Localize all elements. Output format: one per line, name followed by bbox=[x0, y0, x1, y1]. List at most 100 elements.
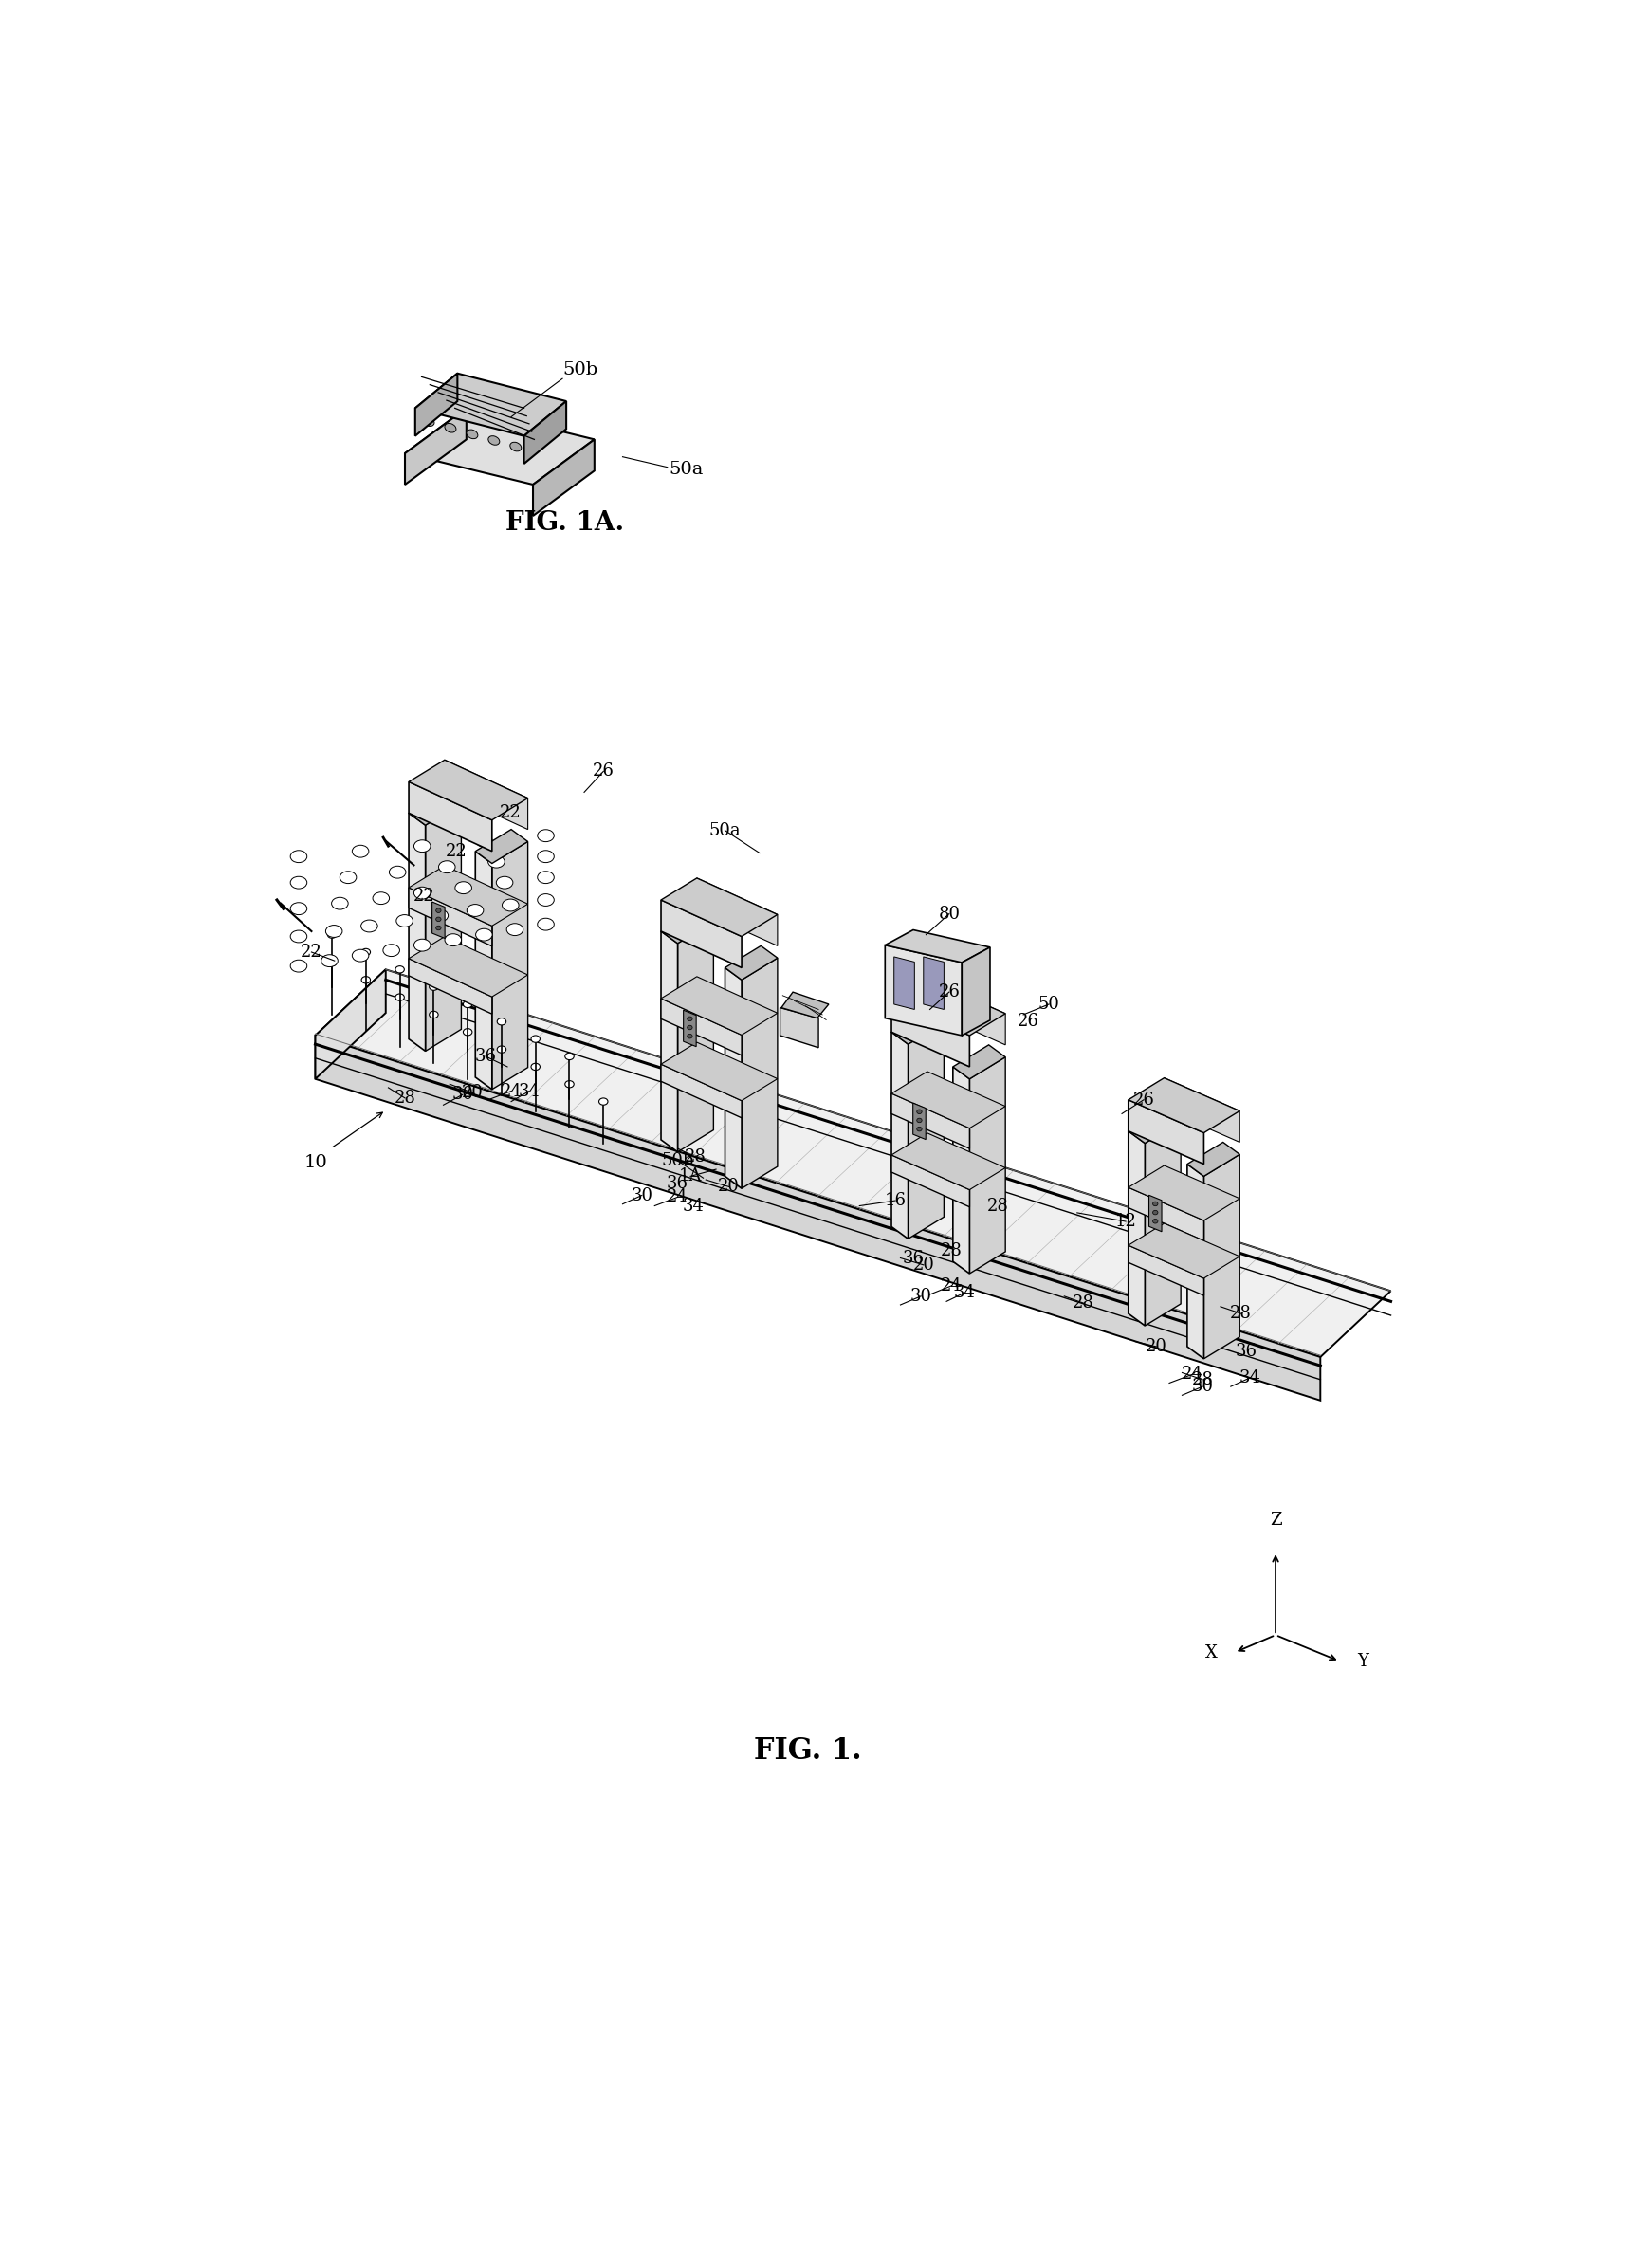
Ellipse shape bbox=[600, 1099, 608, 1106]
Ellipse shape bbox=[360, 921, 378, 932]
Polygon shape bbox=[661, 910, 714, 943]
Text: 26: 26 bbox=[593, 763, 615, 781]
Ellipse shape bbox=[444, 424, 456, 433]
Text: 22: 22 bbox=[413, 887, 434, 905]
Text: 28: 28 bbox=[684, 1149, 707, 1165]
Ellipse shape bbox=[415, 840, 431, 853]
Polygon shape bbox=[415, 372, 458, 436]
Ellipse shape bbox=[537, 831, 553, 842]
Polygon shape bbox=[524, 402, 567, 463]
Ellipse shape bbox=[917, 1117, 922, 1122]
Text: 50b: 50b bbox=[563, 361, 598, 379]
Ellipse shape bbox=[507, 923, 524, 937]
Polygon shape bbox=[1165, 1079, 1239, 1142]
Polygon shape bbox=[684, 1011, 695, 1047]
Text: 10: 10 bbox=[304, 1153, 327, 1171]
Ellipse shape bbox=[530, 1063, 540, 1070]
Polygon shape bbox=[961, 948, 990, 1036]
Ellipse shape bbox=[291, 876, 307, 889]
Text: X: X bbox=[1206, 1643, 1218, 1661]
Ellipse shape bbox=[454, 882, 472, 894]
Polygon shape bbox=[433, 903, 444, 939]
Polygon shape bbox=[661, 901, 742, 968]
Ellipse shape bbox=[415, 887, 431, 898]
Ellipse shape bbox=[436, 907, 441, 912]
Ellipse shape bbox=[362, 948, 370, 955]
Ellipse shape bbox=[537, 851, 553, 862]
Ellipse shape bbox=[431, 910, 448, 921]
Ellipse shape bbox=[430, 1011, 438, 1018]
Polygon shape bbox=[408, 761, 529, 819]
Polygon shape bbox=[661, 998, 742, 1056]
Text: 28: 28 bbox=[986, 1196, 1009, 1214]
Text: 28: 28 bbox=[395, 1090, 416, 1106]
Polygon shape bbox=[1128, 1165, 1239, 1221]
Polygon shape bbox=[1188, 1142, 1239, 1176]
Text: 20: 20 bbox=[719, 1178, 740, 1196]
Ellipse shape bbox=[476, 928, 492, 941]
Text: 26: 26 bbox=[1018, 1013, 1039, 1029]
Text: 12: 12 bbox=[1115, 1212, 1137, 1230]
Polygon shape bbox=[661, 878, 778, 937]
Text: 26: 26 bbox=[938, 984, 960, 1000]
Ellipse shape bbox=[1153, 1201, 1158, 1205]
Text: 80: 80 bbox=[938, 905, 960, 923]
Ellipse shape bbox=[430, 984, 438, 991]
Polygon shape bbox=[408, 959, 492, 1013]
Polygon shape bbox=[316, 971, 385, 1079]
Ellipse shape bbox=[917, 1126, 922, 1131]
Polygon shape bbox=[953, 1045, 1006, 1079]
Polygon shape bbox=[892, 1031, 909, 1239]
Ellipse shape bbox=[444, 934, 461, 946]
Ellipse shape bbox=[463, 1000, 472, 1007]
Polygon shape bbox=[408, 781, 492, 851]
Ellipse shape bbox=[496, 876, 512, 889]
Polygon shape bbox=[781, 993, 829, 1018]
Ellipse shape bbox=[487, 855, 504, 867]
Ellipse shape bbox=[396, 914, 413, 928]
Text: 50: 50 bbox=[1037, 995, 1061, 1013]
Text: FIG. 1.: FIG. 1. bbox=[755, 1738, 862, 1767]
Polygon shape bbox=[892, 1000, 970, 1068]
Polygon shape bbox=[476, 851, 492, 1090]
Ellipse shape bbox=[436, 925, 441, 930]
Ellipse shape bbox=[291, 903, 307, 914]
Ellipse shape bbox=[373, 892, 390, 905]
Polygon shape bbox=[1188, 1165, 1204, 1359]
Text: 22: 22 bbox=[499, 803, 520, 822]
Polygon shape bbox=[725, 946, 778, 980]
Polygon shape bbox=[408, 867, 529, 925]
Ellipse shape bbox=[390, 867, 406, 878]
Polygon shape bbox=[408, 792, 461, 826]
Ellipse shape bbox=[1153, 1210, 1158, 1214]
Ellipse shape bbox=[537, 894, 553, 905]
Text: 20: 20 bbox=[1145, 1338, 1168, 1354]
Polygon shape bbox=[892, 1011, 943, 1045]
Polygon shape bbox=[970, 1056, 1006, 1273]
Polygon shape bbox=[923, 957, 943, 1009]
Polygon shape bbox=[1128, 1108, 1181, 1144]
Text: 34: 34 bbox=[1239, 1370, 1260, 1386]
Polygon shape bbox=[725, 968, 742, 1189]
Polygon shape bbox=[661, 1043, 778, 1101]
Ellipse shape bbox=[291, 930, 307, 943]
Text: 30: 30 bbox=[631, 1187, 653, 1203]
Polygon shape bbox=[661, 932, 677, 1151]
Text: 24: 24 bbox=[942, 1277, 963, 1293]
Polygon shape bbox=[697, 878, 778, 946]
Ellipse shape bbox=[565, 1081, 573, 1088]
Polygon shape bbox=[892, 980, 1006, 1036]
Text: Y: Y bbox=[1356, 1652, 1368, 1670]
Ellipse shape bbox=[320, 955, 339, 966]
Text: 28: 28 bbox=[1072, 1296, 1094, 1311]
Polygon shape bbox=[408, 813, 426, 1052]
Polygon shape bbox=[1128, 1246, 1204, 1296]
Polygon shape bbox=[426, 803, 461, 1052]
Polygon shape bbox=[415, 372, 567, 436]
Polygon shape bbox=[534, 440, 595, 517]
Ellipse shape bbox=[1153, 1219, 1158, 1223]
Polygon shape bbox=[316, 1036, 1320, 1399]
Text: 26: 26 bbox=[1133, 1092, 1155, 1108]
Polygon shape bbox=[1128, 1131, 1145, 1325]
Ellipse shape bbox=[497, 1045, 506, 1052]
